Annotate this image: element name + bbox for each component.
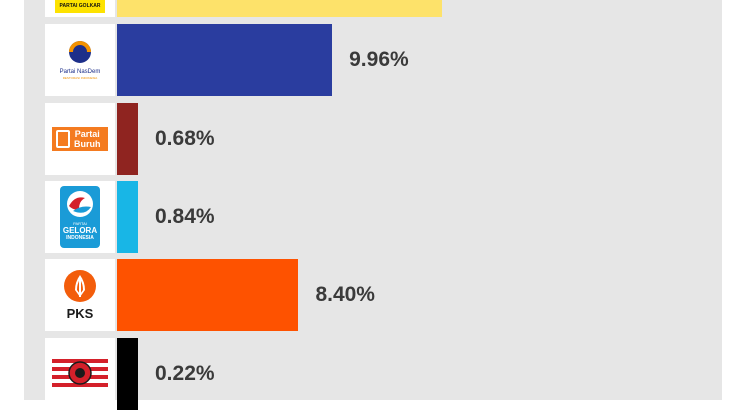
buruh-emblem-icon — [56, 130, 70, 148]
golkar-logo-text: PARTAI GOLKAR — [59, 3, 101, 9]
value-label: 0.68% — [155, 127, 215, 150]
golkar-logo-tile: PARTAI GOLKAR — [45, 0, 115, 17]
bar — [117, 0, 442, 17]
nasdem-logo-line1: Partai NasDem — [60, 69, 101, 75]
pkn-logo-tile — [45, 338, 115, 410]
nasdem-logo-line2: RESTORASI INDONESIA — [63, 76, 98, 80]
bar — [117, 338, 138, 410]
bar-row-pks: PKS 8.40% — [24, 259, 722, 331]
golkar-logo: PARTAI GOLKAR — [55, 0, 105, 13]
bar-row-buruh: Partai Buruh 0.68% — [24, 103, 722, 175]
partai-buruh-logo: Partai Buruh — [52, 127, 108, 151]
value-label: 0.22% — [155, 362, 215, 385]
gelora-logo-line3: INDONESIA — [66, 235, 94, 241]
nasdem-logo-tile: Partai NasDem RESTORASI INDONESIA — [45, 24, 115, 96]
buruh-logo-line2: Buruh — [74, 139, 101, 149]
pkn-logo — [52, 359, 108, 387]
bar-row-pkn: 0.22% — [24, 338, 722, 410]
gelora-logo-tile: PARTAI GELORA INDONESIA — [45, 181, 115, 253]
gelora-wave-icon — [67, 191, 93, 217]
bar-row-golkar: PARTAI GOLKAR — [24, 0, 722, 17]
chart-panel: PARTAI GOLKAR Partai NasDem RESTORASI IN… — [24, 0, 722, 410]
gelora-logo-line1: PARTAI — [73, 221, 87, 226]
pks-logo — [64, 270, 96, 302]
value-label: 8.40% — [315, 283, 375, 306]
gelora-logo: PARTAI GELORA INDONESIA — [60, 186, 100, 248]
bar — [117, 181, 138, 253]
pks-logo-tile: PKS — [45, 259, 115, 331]
value-label: 9.96% — [349, 48, 409, 71]
pks-logo-text: PKS — [66, 306, 94, 321]
bar — [117, 103, 138, 175]
gelora-logo-line2: GELORA — [62, 226, 98, 235]
bar-row-gelora: PARTAI GELORA INDONESIA 0.84% — [24, 181, 722, 253]
bar — [117, 24, 333, 96]
value-label: 0.84% — [155, 205, 215, 228]
bar-row-nasdem: Partai NasDem RESTORASI INDONESIA 9.96% — [24, 24, 722, 96]
nasdem-logo: Partai NasDem RESTORASI INDONESIA — [60, 41, 101, 80]
buruh-logo-line1: Partai — [74, 129, 100, 139]
buruh-logo-tile: Partai Buruh — [45, 103, 115, 175]
bar — [117, 259, 299, 331]
